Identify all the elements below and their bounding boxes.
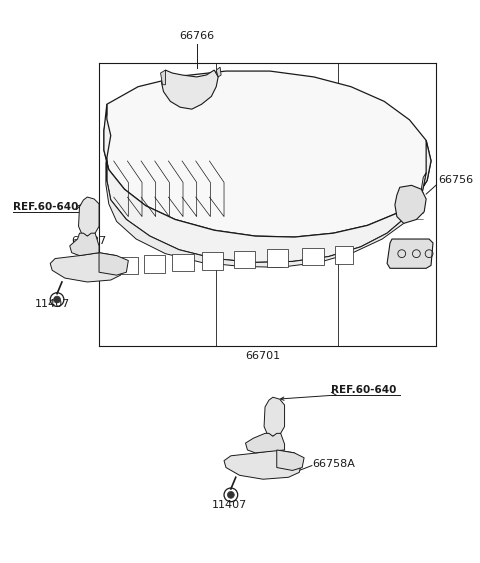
Polygon shape: [224, 450, 302, 479]
Polygon shape: [106, 158, 426, 267]
Polygon shape: [216, 67, 221, 77]
Polygon shape: [70, 233, 99, 256]
Text: 66766: 66766: [179, 31, 214, 41]
Text: 66701: 66701: [246, 351, 281, 361]
Polygon shape: [104, 104, 431, 262]
Bar: [234, 251, 255, 269]
Polygon shape: [160, 70, 166, 85]
Bar: [144, 255, 166, 272]
Text: 11407: 11407: [211, 499, 247, 510]
Bar: [336, 247, 353, 264]
Polygon shape: [245, 434, 285, 453]
Text: 66756: 66756: [438, 176, 473, 185]
Polygon shape: [387, 239, 433, 269]
Bar: [172, 254, 194, 271]
Text: 66758A: 66758A: [312, 459, 355, 468]
Circle shape: [54, 296, 60, 303]
Circle shape: [228, 491, 234, 498]
Polygon shape: [99, 253, 128, 275]
Polygon shape: [162, 70, 218, 109]
Text: REF.60-640: REF.60-640: [13, 202, 79, 212]
Text: 66327: 66327: [72, 236, 107, 246]
Bar: [267, 249, 288, 267]
Polygon shape: [395, 185, 426, 224]
Text: 11407: 11407: [35, 300, 70, 310]
Bar: [202, 252, 223, 270]
Polygon shape: [79, 197, 99, 236]
Text: REF.60-640: REF.60-640: [331, 386, 397, 395]
Polygon shape: [264, 397, 285, 436]
Polygon shape: [50, 253, 123, 282]
Polygon shape: [277, 450, 304, 471]
Bar: [302, 248, 324, 265]
Polygon shape: [104, 71, 431, 237]
Bar: [117, 257, 138, 274]
